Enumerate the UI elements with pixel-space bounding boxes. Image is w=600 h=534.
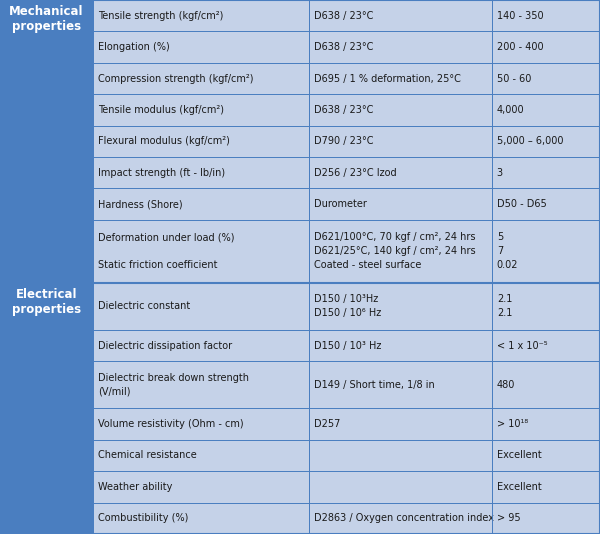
Text: D50 - D65: D50 - D65	[497, 199, 547, 209]
Text: Durometer: Durometer	[314, 199, 367, 209]
Text: Compression strength (kgf/cm²): Compression strength (kgf/cm²)	[98, 74, 253, 83]
Text: Electrical
properties: Electrical properties	[12, 288, 81, 316]
Text: Combustibility (%): Combustibility (%)	[98, 513, 188, 523]
Bar	[309, 282, 492, 330]
Bar	[492, 502, 600, 534]
Text: Flexural modulus (kgf/cm²): Flexural modulus (kgf/cm²)	[98, 136, 230, 146]
Bar	[309, 94, 492, 125]
Text: D257: D257	[314, 419, 340, 429]
Text: Dielectric break down strength
(V/mil): Dielectric break down strength (V/mil)	[98, 373, 249, 397]
Text: 5
7
0.02: 5 7 0.02	[497, 232, 518, 270]
Bar	[93, 502, 309, 534]
Bar	[309, 0, 492, 32]
Text: Tensile modulus (kgf/cm²): Tensile modulus (kgf/cm²)	[98, 105, 224, 115]
Bar	[492, 471, 600, 502]
Bar	[309, 220, 492, 282]
Bar	[93, 157, 309, 189]
Bar	[93, 471, 309, 502]
Bar	[93, 94, 309, 125]
Text: 2.1
2.1: 2.1 2.1	[497, 294, 512, 318]
Bar	[93, 0, 309, 32]
Text: Dielectric dissipation factor: Dielectric dissipation factor	[98, 341, 232, 350]
Text: D621/100°C, 70 kgf / cm², 24 hrs
D621/25°C, 140 kgf / cm², 24 hrs
Coated - steel: D621/100°C, 70 kgf / cm², 24 hrs D621/25…	[314, 232, 475, 270]
Text: > 95: > 95	[497, 513, 520, 523]
Bar	[309, 471, 492, 502]
Bar	[492, 189, 600, 220]
Text: Chemical resistance: Chemical resistance	[98, 451, 197, 460]
Text: Tensile strength (kgf/cm²): Tensile strength (kgf/cm²)	[98, 11, 223, 21]
Bar	[492, 0, 600, 32]
Bar	[93, 409, 309, 440]
Text: D256 / 23°C Izod: D256 / 23°C Izod	[314, 168, 397, 178]
Bar	[309, 157, 492, 189]
Bar	[93, 330, 309, 361]
Text: Excellent: Excellent	[497, 451, 542, 460]
Bar	[309, 125, 492, 157]
Text: 4,000: 4,000	[497, 105, 524, 115]
Text: Mechanical
properties: Mechanical properties	[9, 5, 84, 33]
Text: 5,000 – 6,000: 5,000 – 6,000	[497, 136, 563, 146]
Bar	[492, 63, 600, 94]
Text: D2863 / Oxygen concentration index: D2863 / Oxygen concentration index	[314, 513, 494, 523]
Bar	[93, 189, 309, 220]
Text: D695 / 1 % deformation, 25°C: D695 / 1 % deformation, 25°C	[314, 74, 461, 83]
Text: > 10¹⁸: > 10¹⁸	[497, 419, 528, 429]
Text: D790 / 23°C: D790 / 23°C	[314, 136, 373, 146]
Text: Hardness (Shore): Hardness (Shore)	[98, 199, 182, 209]
Bar	[93, 440, 309, 471]
Bar	[492, 125, 600, 157]
Bar	[93, 32, 309, 63]
Bar	[309, 330, 492, 361]
Text: < 1 x 10⁻⁵: < 1 x 10⁻⁵	[497, 341, 547, 350]
Bar	[309, 32, 492, 63]
Text: 200 - 400: 200 - 400	[497, 42, 544, 52]
Bar	[0, 282, 93, 534]
Bar	[93, 220, 309, 282]
Text: Weather ability: Weather ability	[98, 482, 172, 492]
Text: 140 - 350: 140 - 350	[497, 11, 544, 21]
Bar	[492, 220, 600, 282]
Bar	[309, 502, 492, 534]
Text: 3: 3	[497, 168, 503, 178]
Text: D638 / 23°C: D638 / 23°C	[314, 42, 373, 52]
Text: 480: 480	[497, 380, 515, 390]
Bar	[93, 63, 309, 94]
Bar	[309, 409, 492, 440]
Text: Excellent: Excellent	[497, 482, 542, 492]
Bar	[309, 440, 492, 471]
Bar	[309, 361, 492, 409]
Text: D150 / 10³Hz
D150 / 10⁶ Hz: D150 / 10³Hz D150 / 10⁶ Hz	[314, 294, 381, 318]
Text: 50 - 60: 50 - 60	[497, 74, 531, 83]
Bar	[309, 63, 492, 94]
Text: Deformation under load (%)

Static friction coefficient: Deformation under load (%) Static fricti…	[98, 232, 235, 270]
Bar	[492, 409, 600, 440]
Text: D150 / 10³ Hz: D150 / 10³ Hz	[314, 341, 381, 350]
Text: Impact strength (ft - lb/in): Impact strength (ft - lb/in)	[98, 168, 225, 178]
Bar	[93, 282, 309, 330]
Text: Elongation (%): Elongation (%)	[98, 42, 170, 52]
Bar	[492, 94, 600, 125]
Bar	[309, 189, 492, 220]
Bar	[0, 0, 93, 282]
Bar	[93, 361, 309, 409]
Bar	[492, 330, 600, 361]
Bar	[492, 440, 600, 471]
Bar	[492, 361, 600, 409]
Bar	[492, 282, 600, 330]
Bar	[93, 125, 309, 157]
Bar	[492, 157, 600, 189]
Text: D638 / 23°C: D638 / 23°C	[314, 105, 373, 115]
Bar	[492, 32, 600, 63]
Text: D638 / 23°C: D638 / 23°C	[314, 11, 373, 21]
Text: Dielectric constant: Dielectric constant	[98, 301, 190, 311]
Text: D149 / Short time, 1/8 in: D149 / Short time, 1/8 in	[314, 380, 434, 390]
Text: Volume resistivity (Ohm - cm): Volume resistivity (Ohm - cm)	[98, 419, 244, 429]
